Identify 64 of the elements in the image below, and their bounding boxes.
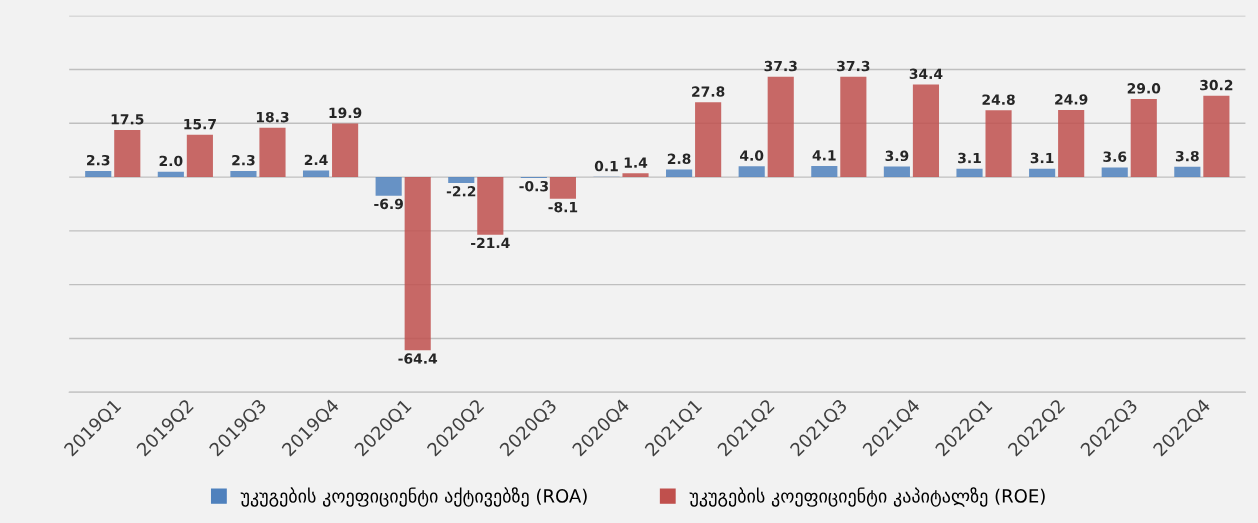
bar [912, 84, 940, 178]
data-label: 34.4 [909, 68, 943, 80]
bar [840, 76, 867, 178]
bar [1029, 168, 1056, 178]
bar [230, 170, 257, 178]
data-label: 17.5 [111, 114, 144, 125]
bar [186, 134, 213, 178]
data-label: 37.3 [764, 60, 797, 72]
bar [157, 171, 184, 178]
data-label: 1.4 [624, 157, 648, 168]
bar [375, 177, 402, 196]
data-label: 19.9 [329, 107, 362, 119]
data-label: 3.1 [958, 152, 981, 164]
data-label: -6.9 [374, 198, 403, 210]
data-label: 27.8 [692, 86, 725, 97]
bar [1058, 110, 1085, 178]
data-label: 24.8 [982, 94, 1015, 105]
bar [622, 173, 649, 178]
bar [956, 168, 983, 178]
bar [404, 177, 431, 351]
bar [695, 102, 722, 178]
bar [259, 127, 286, 178]
data-label: 2.4 [304, 154, 328, 165]
bar [1203, 95, 1230, 178]
bar [666, 169, 693, 178]
bar [1130, 99, 1157, 178]
data-label: 3.6 [1103, 151, 1127, 162]
data-label: 3.1 [1030, 152, 1054, 164]
bar [1101, 167, 1128, 178]
data-label: 37.3 [837, 60, 870, 72]
bar [811, 166, 838, 178]
data-label: 18.3 [256, 111, 289, 123]
bar [738, 166, 765, 178]
data-label: 4.1 [812, 150, 836, 161]
data-label: 0.1 [594, 160, 618, 172]
data-label: -64.4 [398, 353, 438, 364]
legend-label: უკუგების კოეფიციენტი კაპიტალზე (ROE) [689, 487, 1045, 507]
data-label: 2.3 [232, 154, 255, 166]
data-label: 29.0 [1127, 83, 1161, 94]
legend-label: უკუგების კოეფიციენტი აქტივებზე (ROA) [240, 487, 587, 507]
bar [114, 130, 141, 178]
bar [332, 123, 359, 178]
data-label: 2.8 [667, 153, 691, 165]
bar [985, 110, 1012, 178]
bar [767, 76, 794, 178]
data-label: 24.9 [1055, 94, 1088, 105]
data-label: 3.8 [1175, 150, 1199, 162]
data-label: -21.4 [471, 237, 510, 248]
bar [85, 170, 112, 178]
data-label: 2.3 [87, 154, 110, 166]
data-label: -2.2 [446, 186, 476, 197]
data-label: -0.3 [519, 180, 548, 192]
data-label: 3.9 [885, 150, 909, 162]
bar [448, 177, 475, 183]
bar [883, 166, 910, 178]
data-label: 15.7 [184, 119, 216, 130]
bar [549, 177, 576, 199]
data-label: 2.0 [159, 155, 183, 167]
data-label: -8.1 [548, 201, 578, 213]
data-label: 4.0 [740, 150, 764, 161]
bar [1174, 166, 1201, 178]
data-label: 30.2 [1200, 79, 1233, 91]
bar [302, 170, 330, 178]
bar [477, 177, 504, 235]
